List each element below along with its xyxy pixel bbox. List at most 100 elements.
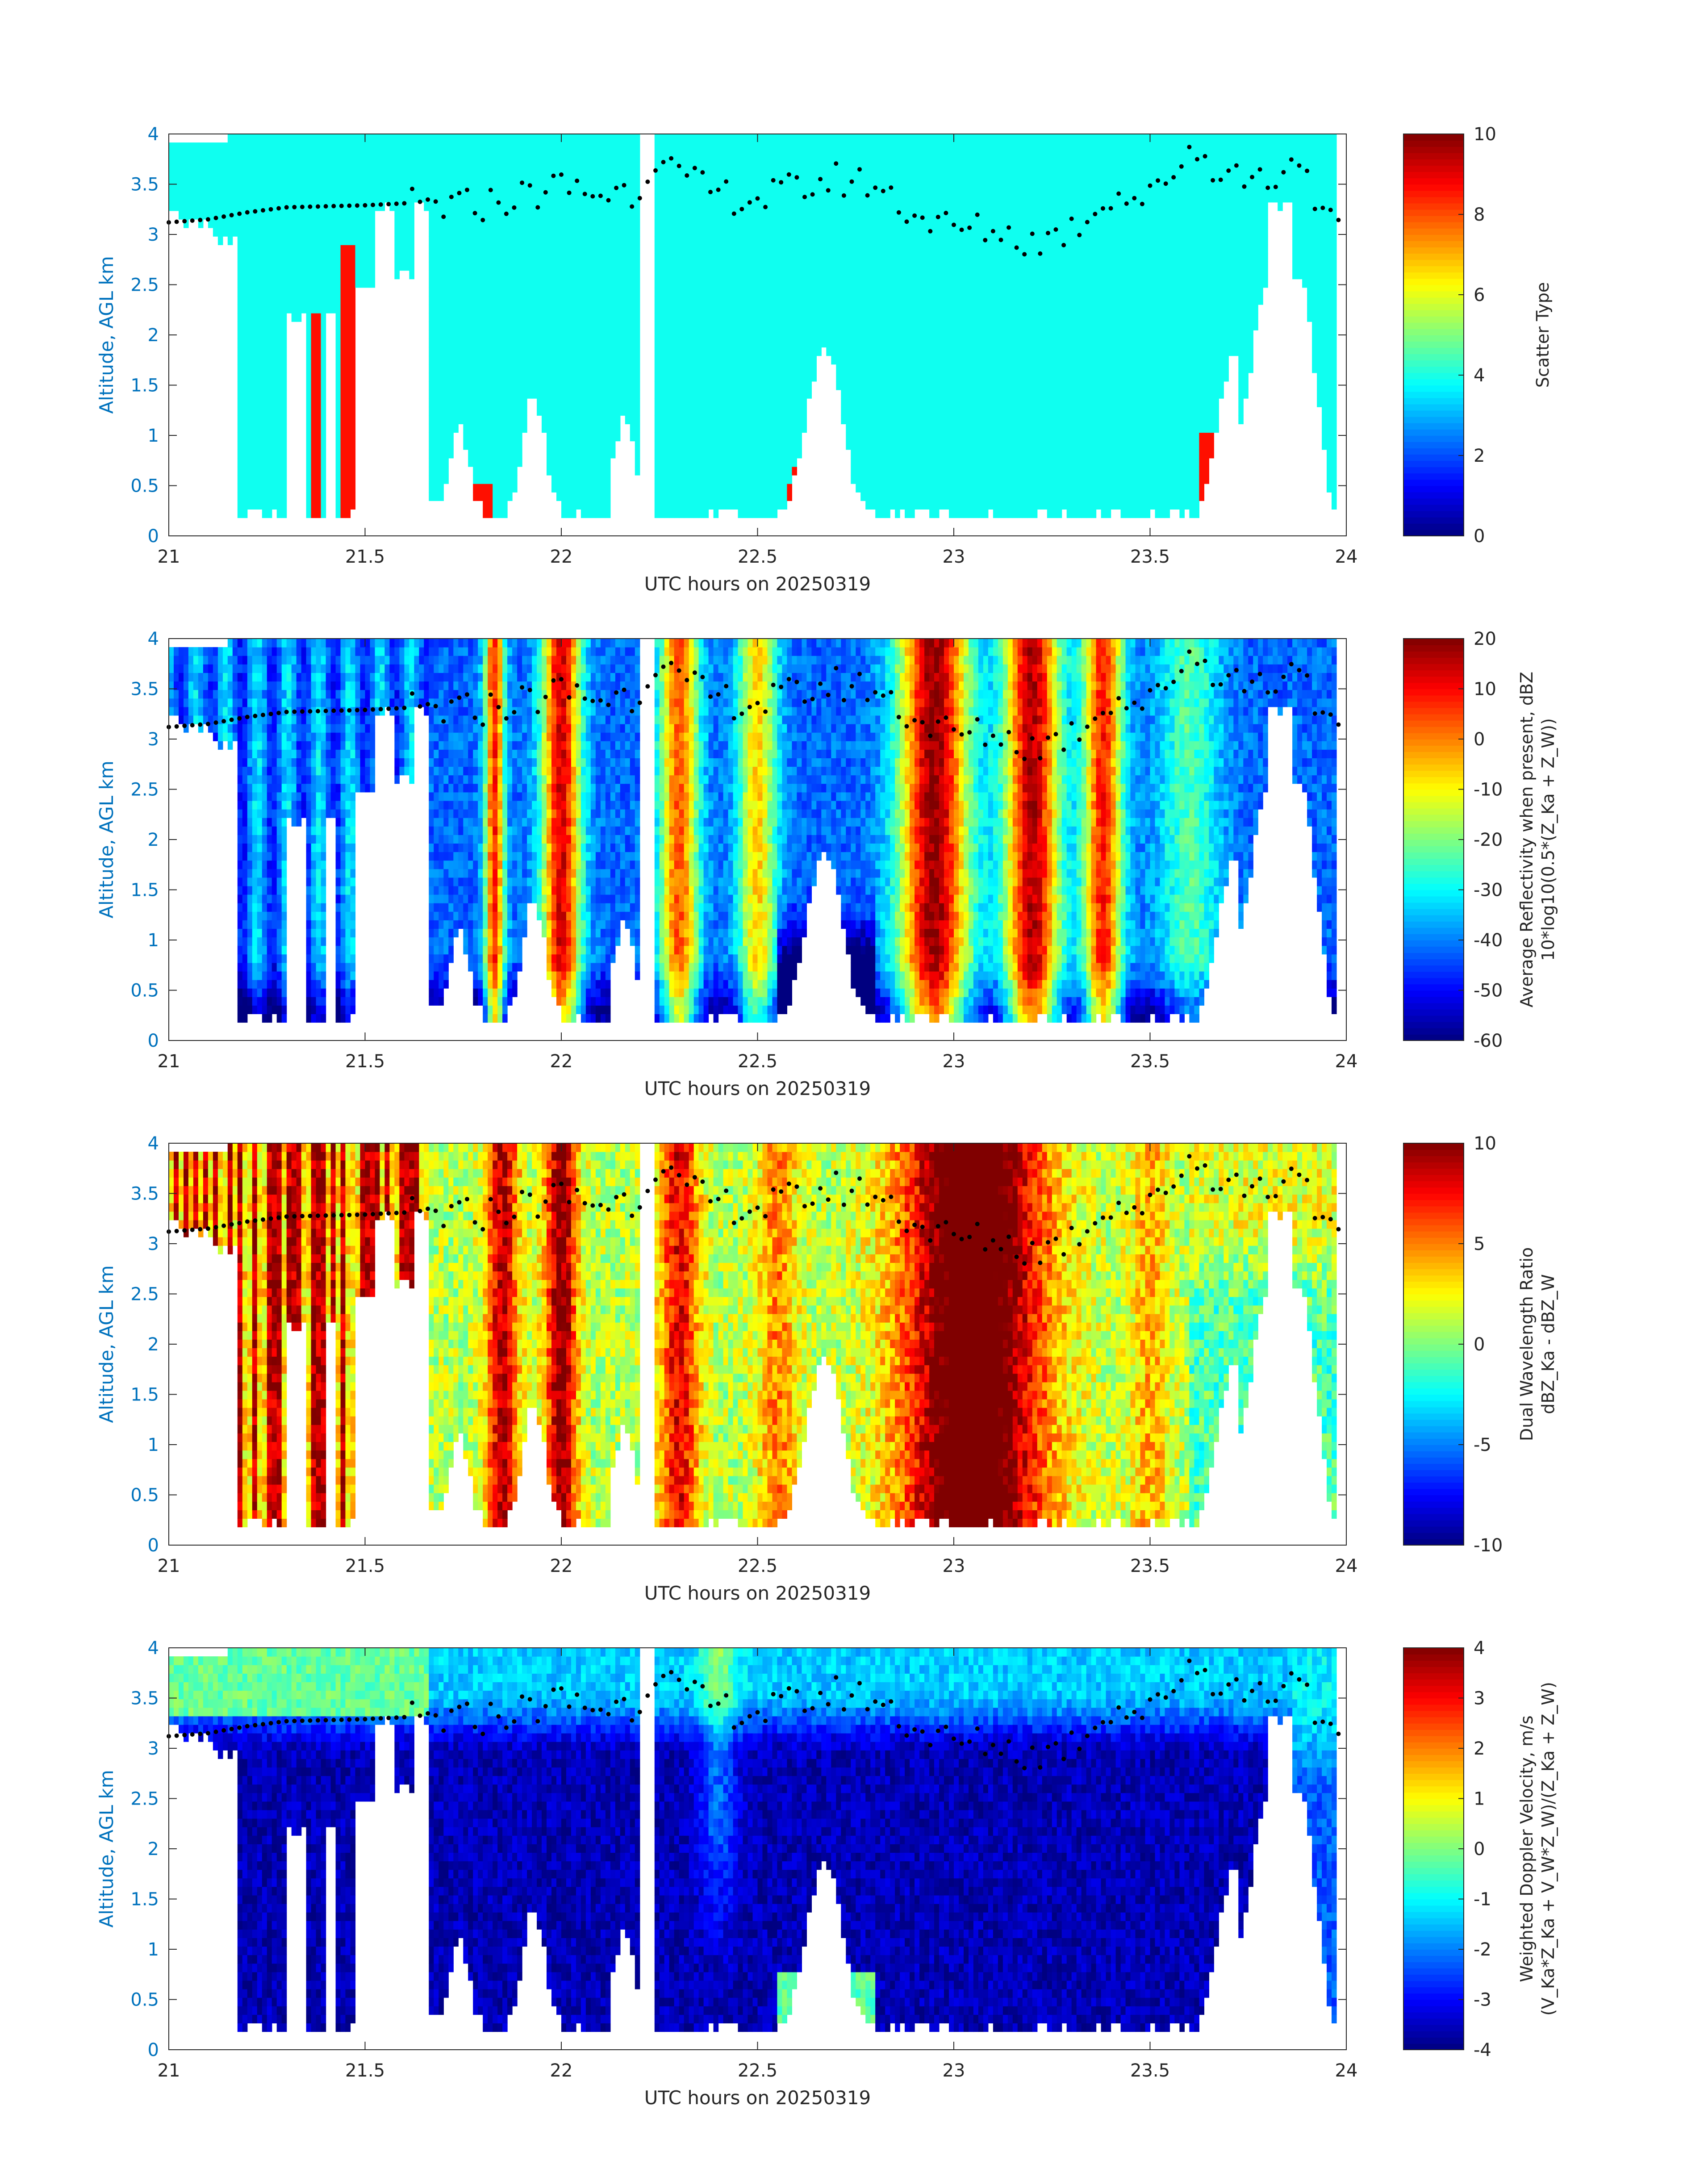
heat-cell xyxy=(453,407,459,416)
heat-cell xyxy=(885,492,890,501)
heat-cell xyxy=(576,296,581,305)
heat-cell xyxy=(551,449,557,459)
heat-cell xyxy=(271,305,277,313)
heat-cell xyxy=(635,441,640,450)
heat-cell xyxy=(365,245,371,254)
heat-cell xyxy=(811,313,817,322)
heat-cell xyxy=(271,142,277,151)
heat-cell xyxy=(237,338,243,348)
heat-cell xyxy=(262,142,267,151)
heat-cell xyxy=(512,159,518,168)
heat-cell xyxy=(217,228,223,237)
heat-cell xyxy=(792,347,797,356)
heat-cell xyxy=(262,270,267,280)
heat-cell xyxy=(551,151,557,160)
heat-cell xyxy=(600,355,606,365)
heat-cell xyxy=(316,475,322,484)
heat-cell xyxy=(684,381,689,390)
heat-cell xyxy=(547,134,552,143)
heat-cell xyxy=(856,142,861,151)
heat-cell xyxy=(684,347,689,356)
heat-cell xyxy=(713,228,719,237)
heat-cell xyxy=(316,305,322,313)
heat-cell xyxy=(689,142,694,151)
heat-cell xyxy=(831,134,836,143)
heat-cell xyxy=(600,322,606,330)
heat-cell xyxy=(752,330,758,339)
heat-cell xyxy=(576,287,581,297)
heat-cell xyxy=(370,219,376,228)
heat-cell xyxy=(708,347,714,356)
heat-cell xyxy=(703,407,709,416)
heat-cell xyxy=(659,509,665,518)
heat-cell xyxy=(443,313,449,322)
heat-cell xyxy=(394,151,400,160)
heat-cell xyxy=(674,390,680,399)
heat-cell xyxy=(571,253,576,263)
heat-cell xyxy=(860,305,866,313)
heat-cell xyxy=(787,407,792,416)
heat-cell xyxy=(580,270,586,280)
heat-cell xyxy=(271,322,277,330)
heat-cell xyxy=(404,245,409,254)
heat-cell xyxy=(836,151,841,160)
heat-cell xyxy=(870,424,876,433)
heat-cell xyxy=(664,372,670,382)
heat-cell xyxy=(468,449,473,459)
heat-cell xyxy=(620,176,626,186)
heat-cell xyxy=(291,253,297,263)
heat-cell xyxy=(438,338,444,348)
heat-cell xyxy=(237,407,243,416)
heat-cell xyxy=(851,262,856,271)
heat-cell xyxy=(375,202,380,211)
heat-cell xyxy=(610,270,616,280)
heat-cell xyxy=(551,262,557,271)
heat-cell xyxy=(659,176,665,186)
heat-cell xyxy=(370,228,376,237)
heat-cell xyxy=(493,151,498,160)
heat-cell xyxy=(232,219,238,228)
heat-cell xyxy=(301,262,307,271)
heat-cell xyxy=(620,228,626,237)
heat-cell xyxy=(728,364,734,373)
heat-cell xyxy=(718,176,724,186)
heat-cell xyxy=(821,236,827,245)
heat-cell xyxy=(522,330,527,339)
heat-cell xyxy=(615,159,621,168)
heat-cell xyxy=(281,330,287,339)
heat-cell xyxy=(453,355,459,365)
heat-cell xyxy=(517,441,522,450)
heat-cell xyxy=(429,134,434,143)
heat-cell xyxy=(757,509,763,518)
heat-cell xyxy=(797,432,802,442)
heat-cell xyxy=(821,305,827,313)
heat-cell xyxy=(394,168,400,177)
heat-cell xyxy=(527,253,532,263)
heat-cell xyxy=(502,185,508,194)
heat-cell xyxy=(679,381,685,390)
heat-cell xyxy=(674,193,680,203)
heat-cell xyxy=(443,449,449,459)
heat-cell xyxy=(257,390,263,399)
heat-cell xyxy=(566,458,572,467)
heat-cell xyxy=(429,330,434,339)
heat-cell xyxy=(802,364,807,373)
heat-cell xyxy=(247,210,253,220)
heat-cell xyxy=(252,287,258,297)
heat-cell xyxy=(846,381,851,390)
heat-cell xyxy=(335,245,341,254)
heat-cell xyxy=(762,287,768,297)
heat-cell xyxy=(291,270,297,280)
heat-cell xyxy=(816,296,822,305)
heat-cell xyxy=(885,305,890,313)
heat-cell xyxy=(389,176,395,186)
heat-cell xyxy=(659,415,665,424)
heat-cell xyxy=(595,296,601,305)
heat-cell xyxy=(610,236,616,245)
heat-cell xyxy=(522,210,527,220)
heat-cell xyxy=(438,415,444,424)
heat-cell xyxy=(345,338,351,348)
heat-cell xyxy=(767,202,773,211)
heat-cell xyxy=(713,202,719,211)
heat-cell xyxy=(438,484,444,493)
